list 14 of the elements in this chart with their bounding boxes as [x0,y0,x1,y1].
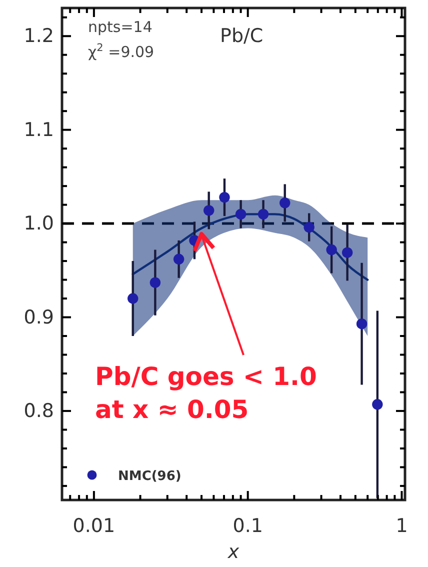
text: Pb/C [220,25,264,47]
annotation: Pb/C goes < 1.0 at x ≈ 0.05 [95,362,317,424]
y-tick-label: 1.1 [24,118,54,141]
x-axis-title: x [226,541,240,563]
legend-label: NMC(96) [118,469,182,484]
y-tick-label: 1.0 [24,212,54,235]
y-tick-label: 0.9 [24,306,54,328]
x-tick-label: 0.01 [72,514,116,537]
x-tick-label: 1 [396,514,408,537]
x-tick-label: 0.1 [232,514,263,537]
y-tick-label: 1.2 [24,25,54,48]
y-tick-label: 0.8 [24,400,54,422]
annotation: χ$^{2}$ =9.09 [88,42,154,61]
annotation: npts=14 [88,18,152,36]
